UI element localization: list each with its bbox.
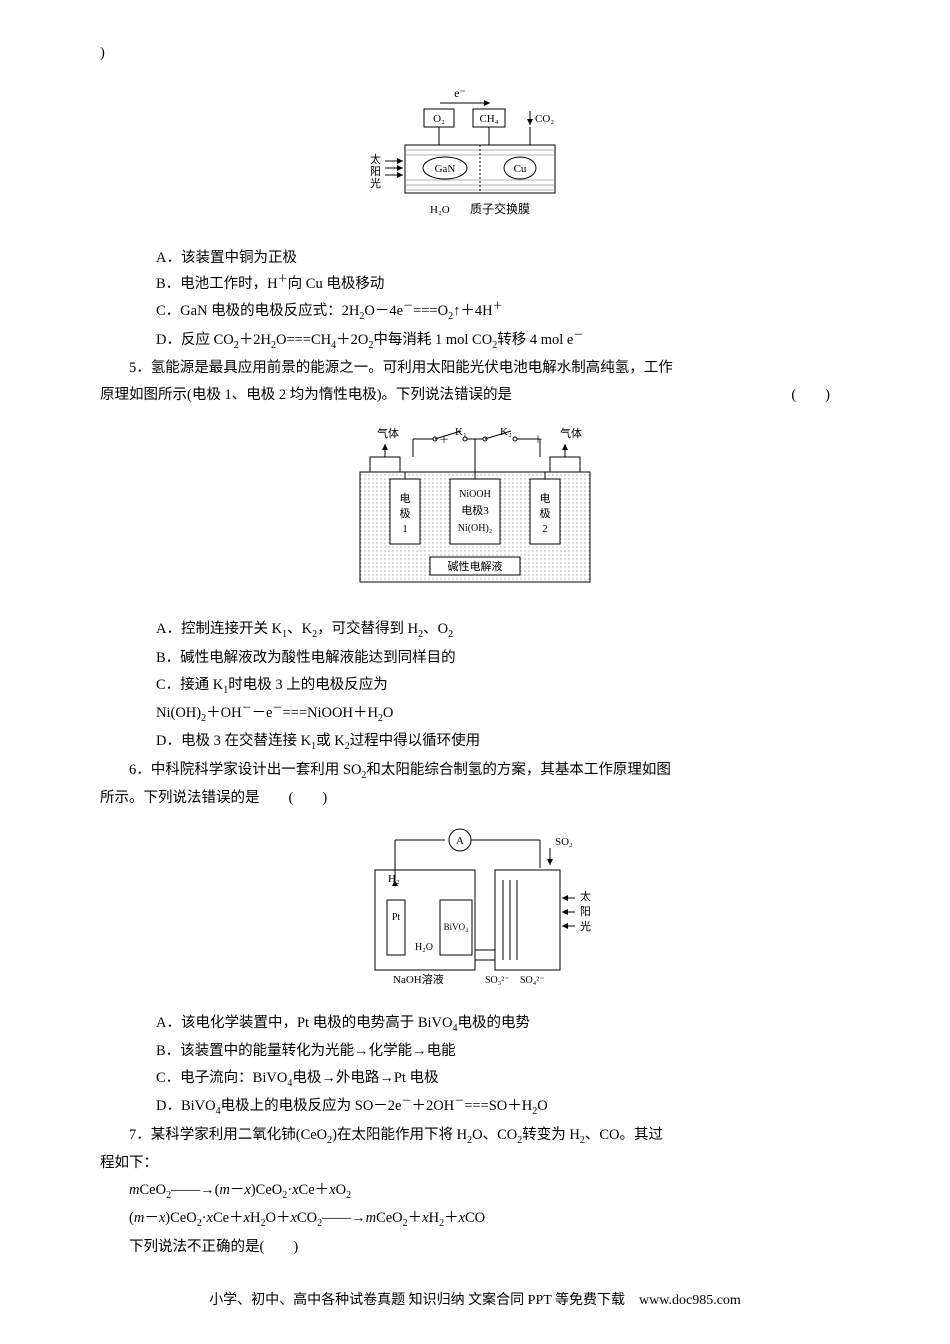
q7-eq2: (m－x)CeO2·xCe＋xH2O＋xCO2――→mCeO2＋xH2＋xCO	[100, 1205, 850, 1233]
q5-opt-b: B．碱性电解液改为酸性电解液能达到同样目的	[100, 645, 850, 672]
q4-opt-d: D．反应 CO2＋2H2O===CH4＋2O2中每消耗 1 mol CO2转移 …	[100, 327, 850, 355]
diagram-1: e⁻ O₂ CH₄ CO₂ GaN	[100, 75, 850, 235]
svg-text:BiVO₄: BiVO₄	[444, 922, 469, 932]
svg-text:电: 电	[400, 492, 411, 505]
svg-text:电: 电	[540, 492, 551, 505]
main-content: ) e⁻ O₂ CH₄ CO₂	[100, 40, 850, 1261]
svg-text:SO₄²⁻: SO₄²⁻	[520, 975, 545, 986]
svg-text:极: 极	[540, 506, 551, 520]
svg-text:阳: 阳	[370, 165, 381, 178]
svg-text:K₂: K₂	[500, 426, 512, 438]
svg-text:CO₂: CO₂	[535, 113, 554, 125]
q4-opt-b: B．电池工作时，H＋向 Cu 电极移动	[100, 271, 850, 298]
q6-opt-a: A．该电化学装置中，Pt 电极的电势高于 BiVO4电极的电势	[100, 1010, 850, 1038]
close-paren: )	[100, 40, 850, 67]
q5-opt-d: D．电极 3 在交替连接 K1或 K2过程中得以循环使用	[100, 728, 850, 756]
q5-opt-c: C．接通 K1时电极 3 上的电极反应为	[100, 672, 850, 700]
q6-opt-c: C．电子流向：BiVO4电极→外电路→Pt 电极	[100, 1065, 850, 1093]
svg-text:Pt: Pt	[392, 912, 401, 923]
svg-text:太: 太	[370, 153, 381, 166]
svg-text:质子交换膜: 质子交换膜	[470, 201, 530, 216]
svg-text:e⁻: e⁻	[454, 86, 466, 100]
svg-text:极: 极	[400, 506, 411, 520]
svg-text:2: 2	[542, 523, 548, 535]
q5-stem-2: 原理如图所示(电极 1、电极 2 均为惰性电极)。下列说法错误的是( )	[100, 382, 850, 409]
q5-opt-c-eq: Ni(OH)2＋OH－－e－===NiOOH＋H2O	[100, 700, 850, 728]
svg-text:光: 光	[370, 176, 381, 190]
svg-text:太: 太	[580, 890, 591, 903]
q7-stem-1: 7．某科学家利用二氧化铈(CeO2)在太阳能作用下将 H2O、CO2转变为 H2…	[100, 1122, 850, 1150]
q7-eq1: mCeO2――→(m－x)CeO2·xCe＋xO2	[100, 1177, 850, 1205]
svg-text:－: －	[425, 435, 435, 446]
svg-text:Cu: Cu	[514, 163, 527, 175]
svg-text:气体: 气体	[377, 426, 399, 440]
q6-opt-d: D．BiVO4电极上的电极反应为 SO－2e－＋2OH－===SO＋H2O	[100, 1093, 850, 1121]
diagram-2: 气体 气体 K₁ K₂ － ＋ － ＋	[100, 417, 850, 607]
svg-text:GaN: GaN	[435, 163, 456, 175]
svg-text:电极3: 电极3	[461, 503, 489, 517]
svg-text:SO₂: SO₂	[555, 836, 573, 848]
svg-text:Ni(OH)₂: Ni(OH)₂	[458, 523, 493, 534]
q5-opt-a: A．控制连接开关 K1、K2，可交替得到 H2、O2	[100, 616, 850, 644]
svg-text:NaOH溶液: NaOH溶液	[393, 972, 444, 986]
q6-stem-2: 所示。下列说法错误的是 ( )	[100, 785, 850, 812]
svg-text:H₂O: H₂O	[415, 942, 433, 953]
svg-text:NiOOH: NiOOH	[459, 489, 491, 500]
page-footer: 小学、初中、高中各种试卷真题 知识归纳 文案合同 PPT 等免费下载 www.d…	[0, 1288, 950, 1314]
svg-text:A: A	[456, 835, 464, 847]
svg-text:1: 1	[402, 523, 408, 535]
q6-opt-b: B．该装置中的能量转化为光能→化学能→电能	[100, 1038, 850, 1065]
q7-stem-3: 下列说法不正确的是( )	[100, 1234, 850, 1261]
q7-stem-2: 程如下：	[100, 1150, 850, 1177]
svg-text:碱性电解液: 碱性电解液	[448, 559, 503, 573]
svg-text:气体: 气体	[560, 426, 582, 440]
svg-text:光: 光	[580, 919, 591, 933]
svg-text:H₂O: H₂O	[430, 204, 450, 216]
q6-stem-1: 6．中科院科学家设计出一套利用 SO2和太阳能综合制氢的方案，其基本工作原理如图	[100, 757, 850, 785]
svg-text:阳: 阳	[580, 905, 591, 918]
svg-text:＋: ＋	[439, 435, 449, 446]
svg-text:＋: ＋	[533, 435, 543, 446]
svg-text:SO₃²⁻: SO₃²⁻	[485, 975, 510, 986]
q4-opt-c: C．GaN 电极的电极反应式：2H2O－4e－===O2↑＋4H＋	[100, 298, 850, 326]
q5-stem-1: 5．氢能源是最具应用前景的能源之一。可利用太阳能光伏电池电解水制高纯氢，工作	[100, 355, 850, 382]
svg-text:CH₄: CH₄	[479, 113, 498, 125]
svg-text:－: －	[519, 435, 529, 446]
diagram-3: A SO₂ H₂ Pt H₂O BiVO₄ NaOH溶液	[100, 820, 850, 1000]
svg-text:O₂: O₂	[433, 113, 445, 125]
q4-opt-a: A．该装置中铜为正极	[100, 245, 850, 272]
